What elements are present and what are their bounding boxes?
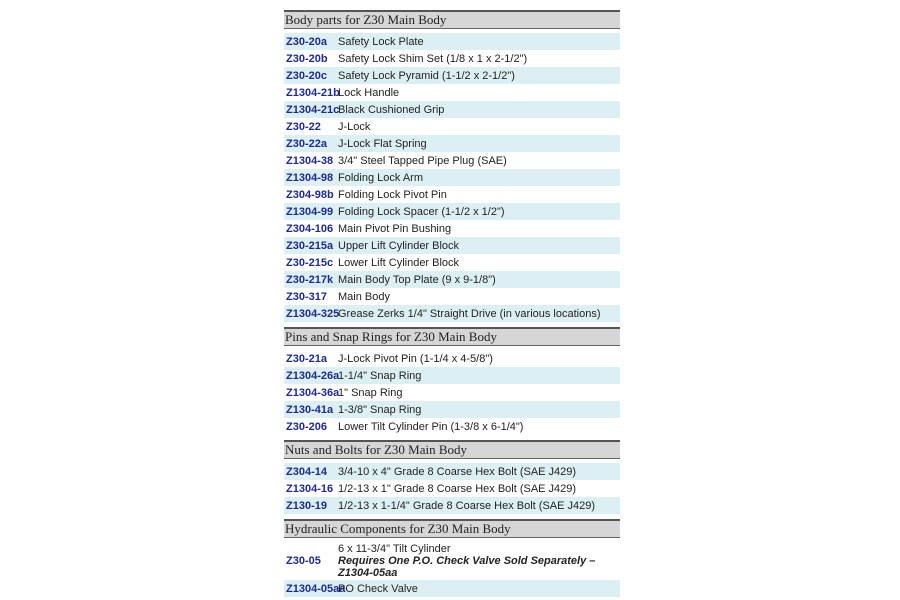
part-row: Z30-20b Safety Lock Shim Set (1/8 x 1 x 2… xyxy=(284,50,620,67)
part-number-link[interactable]: Z30-22a xyxy=(286,137,327,150)
part-number-link[interactable]: Z30-20c xyxy=(286,69,327,82)
part-number-link[interactable]: Z130-41a xyxy=(286,403,334,416)
part-number-link[interactable]: Z30-20b xyxy=(286,52,328,65)
part-row: Z1304-325 Grease Zerks 1/4" Straight Driv… xyxy=(284,305,620,322)
section-header: Pins and Snap Rings for Z30 Main Body xyxy=(284,327,620,346)
part-number-link[interactable]: Z30-317 xyxy=(286,290,327,303)
part-row: Z30-317 Main Body xyxy=(284,288,620,305)
part-description: Folding Lock Pivot Pin xyxy=(338,188,447,201)
part-row: Z30-20c Safety Lock Pyramid (1-1/2 x 2-1/… xyxy=(284,67,620,84)
part-number-link[interactable]: Z1304-98 xyxy=(286,171,334,184)
part-row: Z30-21a J-Lock Pivot Pin (1-1/4 x 4-5/8") xyxy=(284,350,620,367)
part-row: Z30-22 J-Lock xyxy=(284,118,620,135)
part-description: J-Lock Flat Spring xyxy=(338,137,427,150)
part-number-link[interactable]: Z304-98b xyxy=(286,188,334,201)
part-row: Z30-217k Main Body Top Plate (9 x 9-1/8") xyxy=(284,271,620,288)
part-row: Z30-05 6 x 11-3/4" Tilt Cylinder Requires … xyxy=(284,542,620,580)
section-rows: Z30-05 6 x 11-3/4" Tilt Cylinder Requires … xyxy=(284,542,620,597)
part-description: 3/4" Steel Tapped Pipe Plug (SAE) xyxy=(338,154,507,167)
part-number-link[interactable]: Z30-215a xyxy=(286,239,334,252)
part-row: Z1304-05aa PO Check Valve xyxy=(284,580,620,597)
part-description: Lower Tilt Cylinder Pin (1-3/8 x 6-1/4") xyxy=(338,420,524,433)
part-number-link[interactable]: Z30-215c xyxy=(286,256,334,269)
part-row: Z1304-16 1/2-13 x 1" Grade 8 Coarse Hex B… xyxy=(284,480,620,497)
part-number-link[interactable]: Z1304-26a xyxy=(286,369,340,382)
part-description: Lock Handle xyxy=(338,86,400,99)
part-row: Z130-41a 1-3/8" Snap Ring xyxy=(284,401,620,418)
part-description: Black Cushioned Grip xyxy=(338,103,445,116)
part-description: PO Check Valve xyxy=(338,582,418,595)
part-row: Z304-14 3/4-10 x 4" Grade 8 Coarse Hex Bo… xyxy=(284,463,620,480)
part-description: Upper Lift Cylinder Block xyxy=(338,239,460,252)
part-number-link[interactable]: Z1304-325 xyxy=(286,307,340,320)
part-row: Z1304-26a 1-1/4" Snap Ring xyxy=(284,367,620,384)
section-header: Hydraulic Components for Z30 Main Body xyxy=(284,519,620,538)
part-description: 1-1/4" Snap Ring xyxy=(338,369,422,382)
part-description: 1-3/8" Snap Ring xyxy=(338,403,422,416)
part-number-link[interactable]: Z1304-38 xyxy=(286,154,334,167)
part-row: Z130-19 1/2-13 x 1-1/4" Grade 8 Coarse He… xyxy=(284,497,620,514)
part-description: Lower Lift Cylinder Block xyxy=(338,256,460,269)
part-number-link[interactable]: Z30-217k xyxy=(286,273,334,286)
part-number-link[interactable]: Z130-19 xyxy=(286,499,327,512)
part-row: Z1304-38 3/4" Steel Tapped Pipe Plug (SAE… xyxy=(284,152,620,169)
part-description: Folding Lock Spacer (1-1/2 x 1/2") xyxy=(338,205,505,218)
part-number-link[interactable]: Z304-106 xyxy=(286,222,334,235)
part-description: Safety Lock Pyramid (1-1/2 x 2-1/2") xyxy=(338,69,515,82)
part-description: 3/4-10 x 4" Grade 8 Coarse Hex Bolt (SAE… xyxy=(338,465,577,478)
part-description: Main Pivot Pin Bushing xyxy=(338,222,452,235)
part-number-link[interactable]: Z30-20a xyxy=(286,35,327,48)
part-description: Grease Zerks 1/4" Straight Drive (in var… xyxy=(338,307,601,320)
part-description: J-Lock Pivot Pin (1-1/4 x 4-5/8") xyxy=(338,352,493,365)
section-rows: Z30-21a J-Lock Pivot Pin (1-1/4 x 4-5/8")… xyxy=(284,350,620,435)
description-text: 6 x 11-3/4" Tilt Cylinder xyxy=(338,543,451,555)
part-number-link[interactable]: Z1304-21b xyxy=(286,86,340,99)
part-row: Z1304-99 Folding Lock Spacer (1-1/2 x 1/2… xyxy=(284,203,620,220)
part-number-link[interactable]: Z30-206 xyxy=(286,420,327,433)
part-row: Z30-215c Lower Lift Cylinder Block xyxy=(284,254,620,271)
part-description: J-Lock xyxy=(338,120,371,133)
part-number-link[interactable]: Z1304-21c xyxy=(286,103,340,116)
description-note: Requires One P.O. Check Valve Sold Separ… xyxy=(338,555,596,579)
part-number-link[interactable]: Z1304-05aa xyxy=(286,582,346,595)
part-row: Z1304-36a 1" Snap Ring xyxy=(284,384,620,401)
part-description: Safety Lock Shim Set (1/8 x 1 x 2-1/2") xyxy=(338,52,528,65)
part-row: Z304-98b Folding Lock Pivot Pin xyxy=(284,186,620,203)
part-number-link[interactable]: Z30-21a xyxy=(286,352,327,365)
part-number-link[interactable]: Z30-22 xyxy=(286,120,321,133)
part-row: Z1304-21b Lock Handle xyxy=(284,84,620,101)
part-row: Z30-22a J-Lock Flat Spring xyxy=(284,135,620,152)
part-row: Z30-206 Lower Tilt Cylinder Pin (1-3/8 x … xyxy=(284,418,620,435)
part-description: 1/2-13 x 1-1/4" Grade 8 Coarse Hex Bolt … xyxy=(338,499,596,512)
part-row: Z1304-98 Folding Lock Arm xyxy=(284,169,620,186)
part-row: Z30-20a Safety Lock Plate xyxy=(284,33,620,50)
part-description: Folding Lock Arm xyxy=(338,171,423,184)
part-description: Main Body Top Plate (9 x 9-1/8") xyxy=(338,273,496,286)
part-description: Main Body xyxy=(338,290,390,303)
part-description: 1" Snap Ring xyxy=(338,386,403,399)
part-description: 6 x 11-3/4" Tilt Cylinder Requires One P.… xyxy=(338,543,620,579)
section-header: Nuts and Bolts for Z30 Main Body xyxy=(284,440,620,459)
section-rows: Z304-14 3/4-10 x 4" Grade 8 Coarse Hex Bo… xyxy=(284,463,620,514)
part-description: Safety Lock Plate xyxy=(338,35,424,48)
part-number-link[interactable]: Z1304-36a xyxy=(286,386,340,399)
part-description: 1/2-13 x 1" Grade 8 Coarse Hex Bolt (SAE… xyxy=(338,482,577,495)
section-header: Body parts for Z30 Main Body xyxy=(284,10,620,29)
part-row: Z30-215a Upper Lift Cylinder Block xyxy=(284,237,620,254)
part-number-link[interactable]: Z1304-16 xyxy=(286,482,334,495)
part-row: Z304-106 Main Pivot Pin Bushing xyxy=(284,220,620,237)
part-number-link[interactable]: Z304-14 xyxy=(286,465,327,478)
part-row: Z1304-21c Black Cushioned Grip xyxy=(284,101,620,118)
part-number-link[interactable]: Z30-05 xyxy=(286,555,321,567)
parts-list: Body parts for Z30 Main Body Z30-20a Safet… xyxy=(284,10,620,597)
part-number-link[interactable]: Z1304-99 xyxy=(286,205,334,218)
section-rows: Z30-20a Safety Lock Plate Z30-20b Safety Lo… xyxy=(284,33,620,322)
